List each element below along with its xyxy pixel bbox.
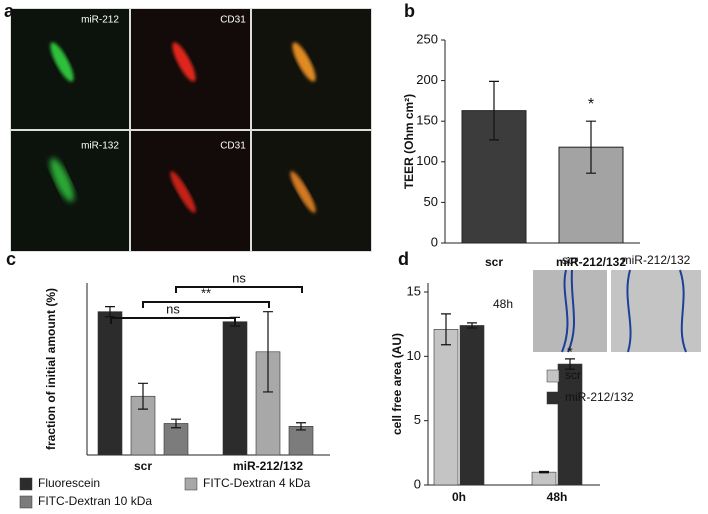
cell bbox=[170, 171, 196, 213]
significance: * bbox=[588, 96, 594, 113]
image-label: miR-212 bbox=[81, 15, 119, 26]
legend-label: miR-212/132 bbox=[565, 390, 634, 404]
cell bbox=[292, 42, 316, 82]
inset-image bbox=[611, 270, 701, 352]
legend-swatch bbox=[19, 495, 33, 509]
y-tick-label: 150 bbox=[416, 113, 438, 128]
y-tick-label: 100 bbox=[416, 153, 438, 168]
error-bar bbox=[171, 418, 181, 429]
cell bbox=[50, 42, 74, 82]
x-tick-label: miR-212/132 bbox=[233, 459, 303, 473]
legend-label: scr bbox=[565, 368, 581, 382]
significance: ns bbox=[166, 301, 180, 316]
error-bar bbox=[296, 422, 306, 431]
legend-label: FITC-Dextran 10 kDa bbox=[38, 494, 152, 508]
legend-swatch bbox=[184, 477, 198, 491]
bar bbox=[163, 423, 189, 456]
image-tile bbox=[252, 131, 371, 251]
significance: ** bbox=[201, 285, 211, 300]
significance: ns bbox=[232, 270, 246, 285]
image-label: miR-132 bbox=[81, 141, 119, 152]
y-tick-label: 50 bbox=[424, 194, 438, 209]
y-tick-label: 15 bbox=[407, 283, 421, 298]
significance: * bbox=[567, 344, 573, 360]
x-tick-label: 48h bbox=[547, 490, 568, 504]
panel-label: c bbox=[6, 249, 16, 269]
annotation: 48h bbox=[493, 297, 513, 311]
panel-label: d bbox=[398, 249, 409, 269]
y-tick-label: 200 bbox=[416, 72, 438, 87]
x-tick-label: 0h bbox=[452, 490, 466, 504]
error-bar bbox=[263, 311, 273, 393]
wound-edge bbox=[679, 269, 687, 353]
microscopy-panel: miR-212 CD31 miR-132 CD31 bbox=[10, 8, 372, 252]
bar bbox=[433, 329, 459, 486]
bar bbox=[459, 325, 485, 486]
y-axis-label: TEER (Ohm cm²) bbox=[402, 94, 416, 189]
significance-bracket bbox=[175, 286, 303, 293]
inset-label: miR-212/132 bbox=[622, 253, 691, 267]
error-bar bbox=[441, 313, 451, 346]
bar bbox=[557, 363, 583, 486]
legend-swatch bbox=[546, 391, 560, 405]
cell bbox=[290, 171, 316, 213]
y-tick-label: 0 bbox=[431, 234, 438, 249]
image-label: CD31 bbox=[220, 15, 246, 26]
y-axis-label: cell free area (AU) bbox=[390, 333, 404, 435]
inset-images bbox=[533, 269, 701, 353]
error-bar bbox=[138, 382, 148, 410]
bar bbox=[222, 321, 248, 456]
y-axis-label: fraction of initial amount (%) bbox=[44, 288, 58, 450]
bar bbox=[97, 311, 123, 456]
x-tick-label: scr bbox=[485, 255, 503, 269]
error-bar bbox=[586, 120, 596, 174]
inset-label: scr bbox=[562, 253, 578, 267]
wound-edge bbox=[567, 269, 576, 353]
legend-swatch bbox=[19, 477, 33, 491]
inset-image bbox=[533, 270, 607, 352]
panel-label: a bbox=[4, 1, 15, 21]
significance-bracket bbox=[142, 301, 270, 308]
image-label: CD31 bbox=[220, 141, 246, 152]
y-tick-label: 5 bbox=[414, 412, 421, 427]
x-tick-label: miR-212/132 bbox=[556, 255, 626, 269]
y-tick-label: 250 bbox=[416, 31, 438, 46]
cell bbox=[50, 158, 74, 202]
error-bar bbox=[565, 358, 575, 370]
error-bar bbox=[489, 80, 499, 141]
x-tick-label: scr bbox=[134, 459, 152, 473]
legend-swatch bbox=[546, 369, 560, 383]
wound-edge bbox=[626, 269, 632, 353]
error-bar bbox=[105, 306, 115, 318]
cell bbox=[172, 42, 196, 82]
legend-label: FITC-Dextran 4 kDa bbox=[203, 476, 311, 490]
error-bar bbox=[467, 322, 477, 329]
y-tick-label: 10 bbox=[407, 348, 421, 363]
wound-edge bbox=[561, 269, 569, 353]
error-bar bbox=[539, 470, 549, 474]
panel-label: b bbox=[404, 1, 415, 21]
bar bbox=[288, 426, 314, 456]
image-tile bbox=[131, 131, 250, 251]
y-tick-label: 0 bbox=[414, 476, 421, 491]
bar bbox=[531, 471, 557, 486]
significance-bracket bbox=[110, 317, 236, 324]
legend-label: Fluorescein bbox=[38, 476, 100, 490]
